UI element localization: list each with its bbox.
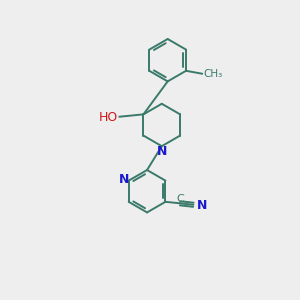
Text: N: N [119,172,130,186]
Text: CH₃: CH₃ [203,69,223,79]
Text: N: N [157,145,167,158]
Text: C: C [177,194,184,204]
Text: HO: HO [98,111,118,124]
Text: N: N [197,199,207,212]
